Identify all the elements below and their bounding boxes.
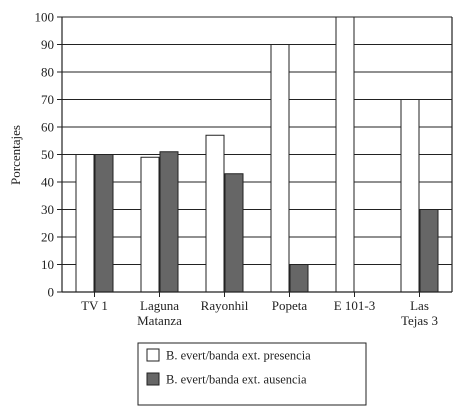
bar-presencia xyxy=(400,99,420,293)
y-tick-label: 60 xyxy=(41,120,54,135)
y-axis-ticks: 0 10 20 30 40 50 60 70 80 90 100 xyxy=(35,10,62,300)
bar-presencia xyxy=(140,156,160,293)
x-category-label: Tejas 3 xyxy=(401,313,438,328)
y-axis-label: Porcentajes xyxy=(8,125,23,185)
legend-label: B. evert/banda ext. ausencia xyxy=(166,373,307,387)
bar-presencia xyxy=(75,154,95,293)
legend-box xyxy=(137,342,367,406)
bar-presencia xyxy=(205,134,225,293)
y-tick-label: 80 xyxy=(41,65,54,80)
bar-ausencia xyxy=(159,151,179,293)
legend-swatch xyxy=(146,372,160,386)
y-tick-label: 10 xyxy=(41,257,54,272)
legend-swatch xyxy=(146,348,160,362)
x-category-label: Matanza xyxy=(137,313,182,328)
bar-ausencia xyxy=(224,173,244,293)
x-category-label: Laguna xyxy=(140,298,179,313)
y-tick-label: 0 xyxy=(48,285,55,300)
x-category-label: Las xyxy=(410,298,429,313)
legend-label: B. evert/banda ext. presencia xyxy=(166,349,311,363)
axes xyxy=(61,17,453,293)
x-category-label: TV 1 xyxy=(81,298,108,313)
bar-ausencia xyxy=(289,264,309,293)
x-category-label: Rayonhil xyxy=(201,298,249,313)
y-tick-label: 20 xyxy=(41,230,54,245)
y-tick-label: 90 xyxy=(41,37,54,52)
bar-ausencia xyxy=(419,209,439,293)
bar-presencia xyxy=(270,44,290,293)
y-tick-label: 40 xyxy=(41,175,54,190)
x-category-label: Popeta xyxy=(272,298,308,313)
grid-lines xyxy=(62,16,452,265)
y-tick-label: 30 xyxy=(41,202,54,217)
y-tick-label: 100 xyxy=(35,10,55,25)
bar-ausencia xyxy=(94,154,114,293)
bars xyxy=(75,16,439,297)
bar-presencia xyxy=(335,16,355,293)
legend: B. evert/banda ext. presencia B. evert/ba… xyxy=(137,342,367,406)
x-category-label: E 101-3 xyxy=(334,298,376,313)
y-tick-label: 50 xyxy=(41,147,54,162)
y-tick-label: 70 xyxy=(41,92,54,107)
